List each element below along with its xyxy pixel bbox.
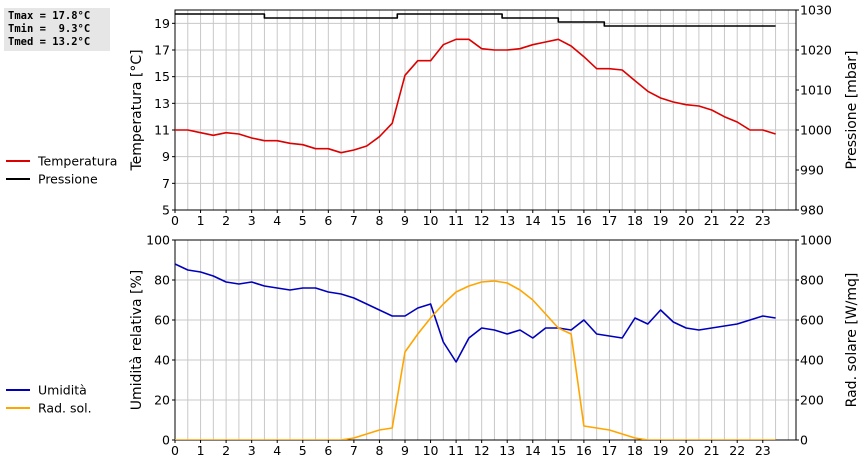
- x-tick-label: 19: [653, 443, 669, 458]
- x-tick-label: 14: [525, 213, 541, 228]
- x-tick-label: 5: [299, 443, 307, 458]
- x-tick-label: 12: [474, 443, 490, 458]
- y-left-tick-label: 15: [154, 69, 170, 84]
- x-tick-label: 2: [222, 443, 230, 458]
- x-tick-label: 14: [525, 443, 541, 458]
- y-left-axis-label: Umidità relativa [%]: [129, 270, 145, 411]
- y-right-tick-label: 200: [800, 393, 824, 408]
- x-tick-label: 22: [729, 443, 745, 458]
- x-tick-label: 1: [197, 443, 205, 458]
- x-tick-label: 11: [448, 443, 464, 458]
- x-tick-label: 10: [423, 443, 439, 458]
- x-tick-label: 4: [273, 443, 281, 458]
- x-tick-label: 8: [375, 443, 383, 458]
- x-tick-label: 16: [576, 443, 592, 458]
- y-left-tick-label: 5: [162, 203, 170, 218]
- x-tick-label: 5: [299, 213, 307, 228]
- x-tick-label: 3: [248, 213, 256, 228]
- y-left-tick-label: 20: [154, 393, 170, 408]
- y-right-tick-label: 1010: [800, 83, 832, 98]
- stat-tmax: Tmax = 17.8°C: [8, 10, 91, 22]
- stats-box: Tmax = 17.8°C Tmin = 9.3°C Tmed = 13.2°C: [4, 8, 110, 51]
- x-tick-label: 16: [576, 213, 592, 228]
- x-tick-label: 11: [448, 213, 464, 228]
- y-left-tick-label: 100: [146, 233, 170, 248]
- y-right-tick-label: 980: [800, 203, 824, 218]
- x-tick-label: 23: [755, 443, 771, 458]
- stat-tmin: Tmin = 9.3°C: [8, 23, 91, 35]
- y-right-tick-label: 1000: [800, 123, 832, 138]
- x-tick-label: 10: [423, 213, 439, 228]
- x-tick-label: 15: [550, 213, 566, 228]
- humidity-radiation-chart: 0 1 2 3 4 5 6 7 8 9 10 11 12 13 14 15 16 17 18 19 20 21 22 2302…: [6, 233, 860, 458]
- x-tick-label: 22: [729, 213, 745, 228]
- y-right-axis-label: Pressione [mbar]: [844, 50, 860, 169]
- series-line-1: [175, 38, 776, 154]
- x-tick-label: 13: [499, 443, 515, 458]
- x-tick-label: 20: [678, 213, 694, 228]
- x-tick-label: 3: [248, 443, 256, 458]
- x-tick-label: 23: [755, 213, 771, 228]
- legend-label-1: Umidità: [38, 383, 87, 398]
- x-tick-label: 21: [704, 443, 720, 458]
- y-left-tick-label: 13: [154, 96, 170, 111]
- y-right-tick-label: 1030: [800, 3, 832, 18]
- y-left-tick-label: 0: [162, 433, 170, 448]
- x-tick-label: 15: [550, 443, 566, 458]
- y-left-tick-label: 19: [154, 16, 170, 31]
- x-tick-label: 17: [601, 213, 617, 228]
- y-left-tick-label: 40: [154, 353, 170, 368]
- series-line-2: [175, 280, 776, 440]
- x-tick-label: 9: [401, 443, 409, 458]
- x-tick-label: 6: [324, 443, 332, 458]
- x-tick-label: 7: [350, 213, 358, 228]
- plot-frame: [174, 239, 797, 441]
- x-tick-label: 9: [401, 213, 409, 228]
- legend-label-2: Rad. sol.: [38, 401, 92, 416]
- x-tick-label: 17: [601, 443, 617, 458]
- y-left-axis-label: Temperatura [°C]: [129, 49, 145, 171]
- y-right-tick-label: 400: [800, 353, 824, 368]
- legend-label-1: Temperatura: [37, 154, 117, 169]
- y-left-tick-label: 17: [154, 43, 170, 58]
- x-tick-label: 21: [704, 213, 720, 228]
- y-right-tick-label: 0: [800, 433, 808, 448]
- y-right-tick-label: 1020: [800, 43, 832, 58]
- series-line-2: [175, 13, 776, 27]
- x-tick-label: 2: [222, 213, 230, 228]
- y-right-tick-label: 600: [800, 313, 824, 328]
- x-tick-label: 1: [197, 213, 205, 228]
- series-line-1: [175, 263, 776, 363]
- x-tick-label: 20: [678, 443, 694, 458]
- y-left-tick-label: 60: [154, 313, 170, 328]
- x-tick-label: 0: [171, 443, 179, 458]
- x-tick-label: 6: [324, 213, 332, 228]
- y-right-tick-label: 800: [800, 273, 824, 288]
- x-tick-label: 7: [350, 443, 358, 458]
- y-left-tick-label: 9: [162, 149, 170, 164]
- x-tick-label: 19: [653, 213, 669, 228]
- x-tick-label: 13: [499, 213, 515, 228]
- plot-frame: [174, 9, 797, 211]
- temperature-pressure-chart: 0 1 2 3 4 5 6 7 8 9 10 11 12 13 14 15 16 17 18 19 20 21 22 2357…: [6, 3, 860, 228]
- x-tick-label: 12: [474, 213, 490, 228]
- y-left-tick-label: 80: [154, 273, 170, 288]
- y-right-axis-label: Rad. solare [W/mq]: [844, 273, 860, 408]
- x-tick-label: 0: [171, 213, 179, 228]
- y-right-tick-label: 990: [800, 163, 824, 178]
- y-right-tick-label: 1000: [800, 233, 832, 248]
- x-tick-label: 4: [273, 213, 281, 228]
- stat-tmed: Tmed = 13.2°C: [8, 36, 91, 48]
- x-tick-label: 18: [627, 213, 643, 228]
- y-left-tick-label: 7: [162, 176, 170, 191]
- x-tick-label: 8: [375, 213, 383, 228]
- y-left-tick-label: 11: [154, 123, 170, 138]
- x-tick-label: 18: [627, 443, 643, 458]
- legend-label-2: Pressione: [38, 172, 98, 187]
